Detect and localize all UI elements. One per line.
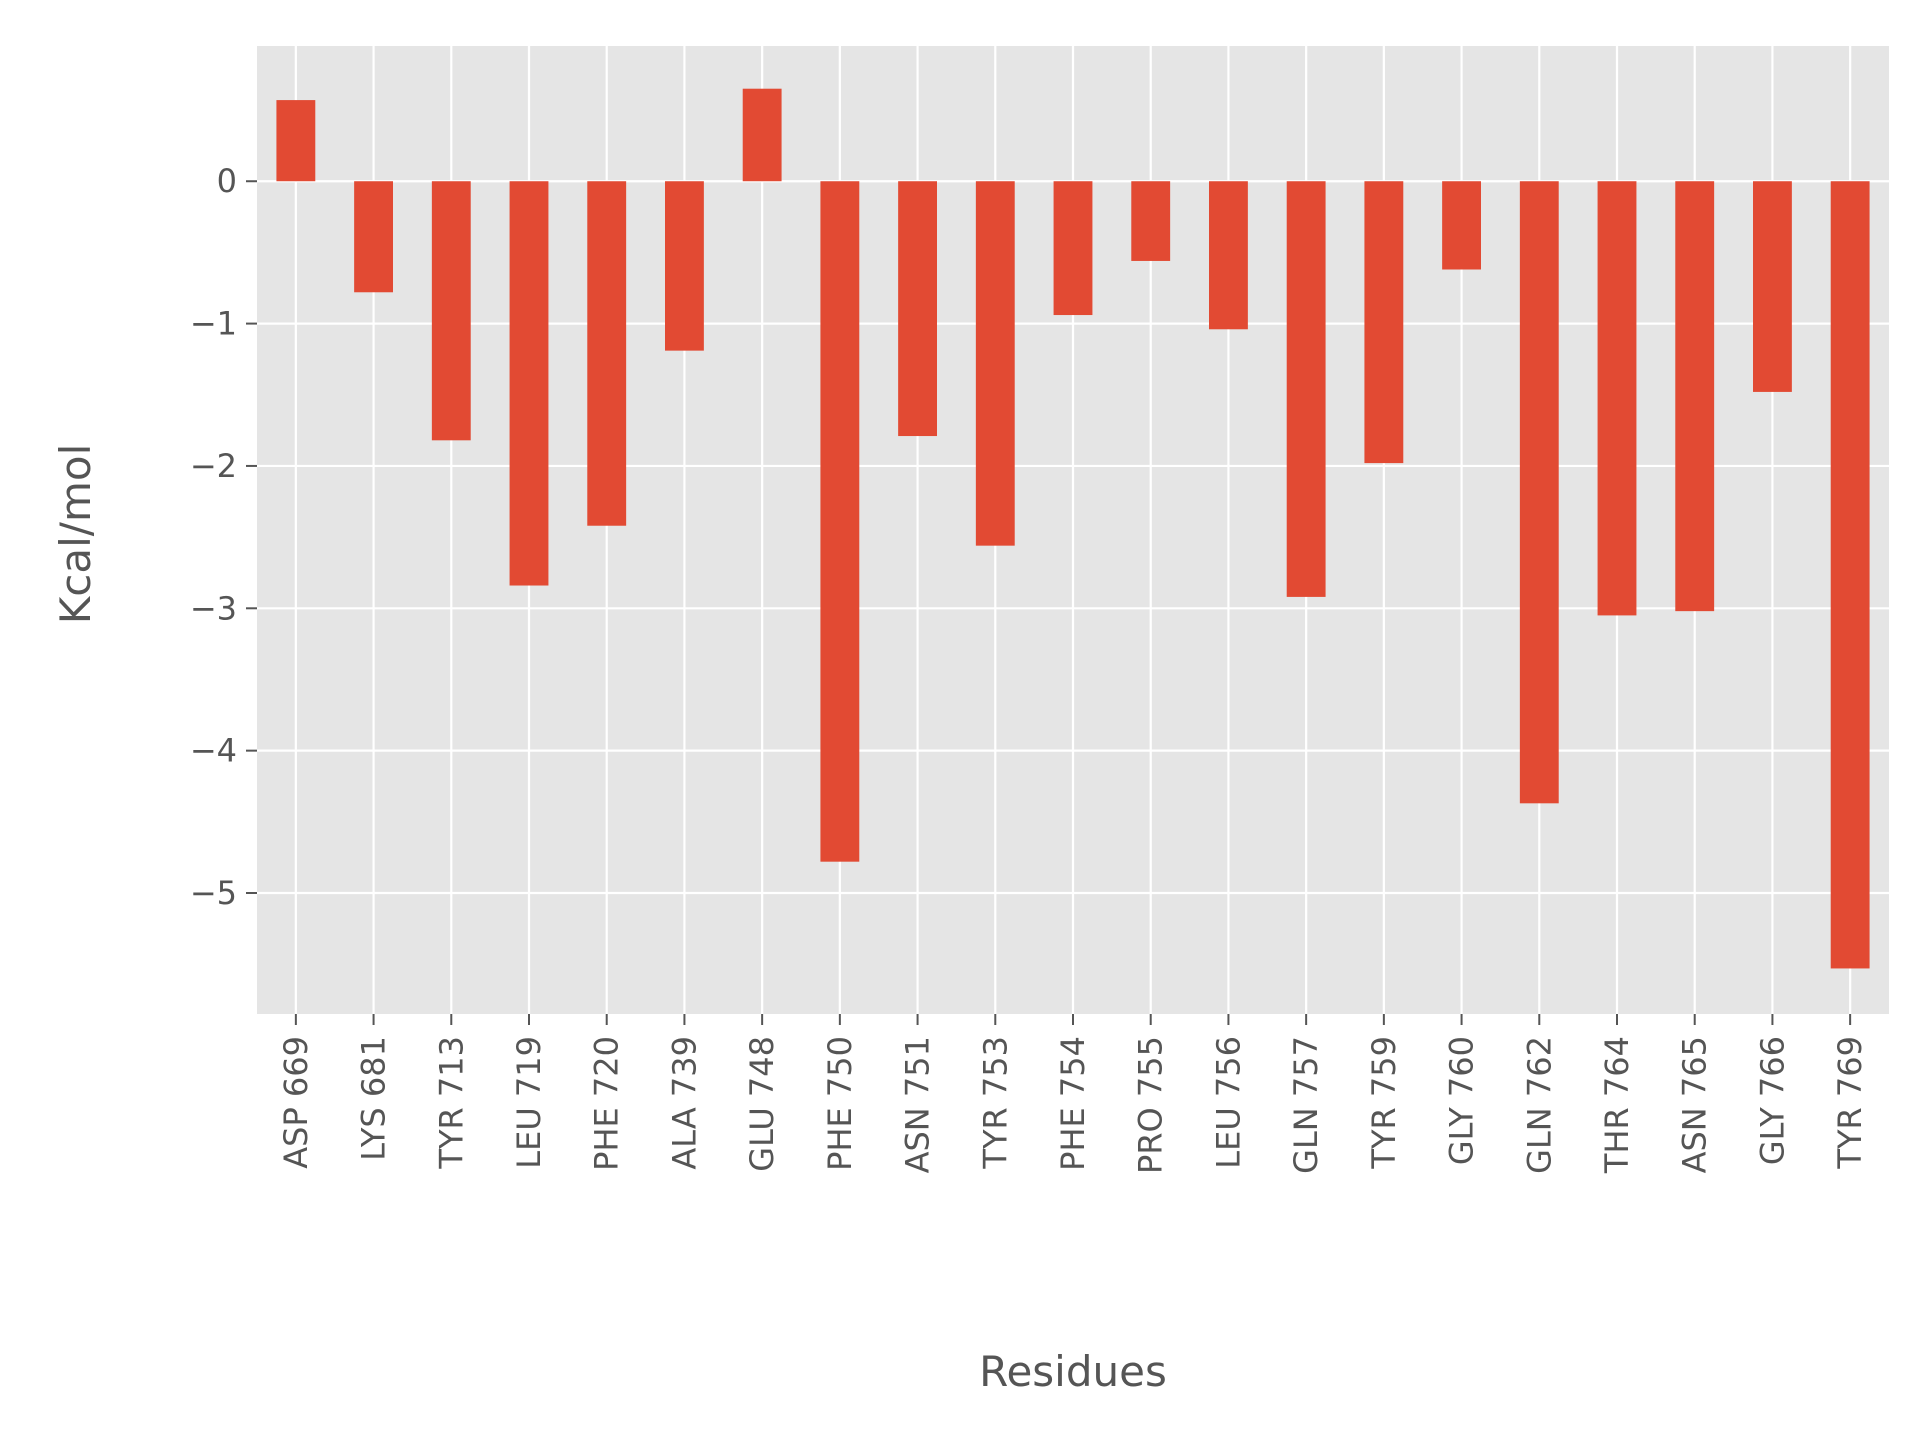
x-tick-label: ASP 669	[277, 1036, 315, 1169]
x-tick-label: GLY 766	[1753, 1036, 1791, 1165]
axis-ticks	[246, 180, 1852, 1025]
bar	[1131, 181, 1171, 261]
bar	[1830, 181, 1870, 969]
x-tick-label: PRO 755	[1132, 1036, 1170, 1174]
bars	[276, 88, 1870, 969]
bar	[587, 181, 627, 526]
x-tick-label: ASN 751	[899, 1036, 937, 1173]
x-tick-label: PHE 750	[821, 1036, 859, 1171]
x-tick-label: PHE 720	[588, 1036, 626, 1171]
x-tick-label: LEU 719	[510, 1036, 548, 1169]
x-tick-label: GLN 762	[1520, 1036, 1558, 1174]
bar	[1286, 181, 1326, 597]
bar	[1753, 181, 1792, 392]
bar	[1053, 181, 1093, 316]
y-tick-label: −5	[190, 874, 237, 912]
x-tick-label: ALA 739	[665, 1036, 703, 1170]
bar	[431, 181, 471, 441]
bar	[1442, 181, 1481, 270]
x-tick-label: LYS 681	[355, 1036, 393, 1161]
bar	[1364, 181, 1404, 464]
x-tick-label: GLY 760	[1443, 1036, 1481, 1165]
y-axis-label: Kcal/mol	[51, 444, 100, 624]
y-tick-label: 0	[217, 162, 237, 200]
x-axis-label: Residues	[979, 1347, 1167, 1396]
bar	[898, 181, 937, 437]
bar	[1519, 181, 1559, 804]
bar	[509, 181, 549, 586]
y-tick-label: −1	[190, 305, 237, 343]
bar	[820, 181, 860, 862]
bar	[742, 88, 782, 182]
y-tick-label: −3	[190, 589, 237, 627]
bar	[975, 181, 1015, 546]
tick-labels: 0 −1 −2 −3 −4 −5 ASP 669 LYS 681 TYR 713 LEU 719 P…	[190, 162, 1869, 1174]
x-tick-label: PHE 754	[1054, 1036, 1092, 1171]
x-tick-label: THR 764	[1598, 1036, 1636, 1174]
x-tick-label: TYR 753	[976, 1036, 1014, 1170]
bar	[354, 181, 393, 293]
x-tick-label: TYR 713	[432, 1036, 470, 1170]
bar	[1675, 181, 1715, 612]
x-tick-label: GLU 748	[743, 1036, 781, 1172]
y-tick-label: −4	[190, 732, 237, 770]
x-tick-label: LEU 756	[1209, 1036, 1247, 1169]
x-tick-label: TYR 759	[1365, 1036, 1403, 1170]
x-tick-label: TYR 769	[1831, 1036, 1869, 1170]
bar	[665, 181, 704, 351]
bar	[1597, 181, 1637, 616]
bar	[1209, 181, 1248, 330]
y-tick-label: −2	[190, 447, 237, 485]
x-tick-label: ASN 765	[1676, 1036, 1714, 1173]
bar	[276, 100, 316, 182]
x-tick-label: GLN 757	[1287, 1036, 1325, 1174]
